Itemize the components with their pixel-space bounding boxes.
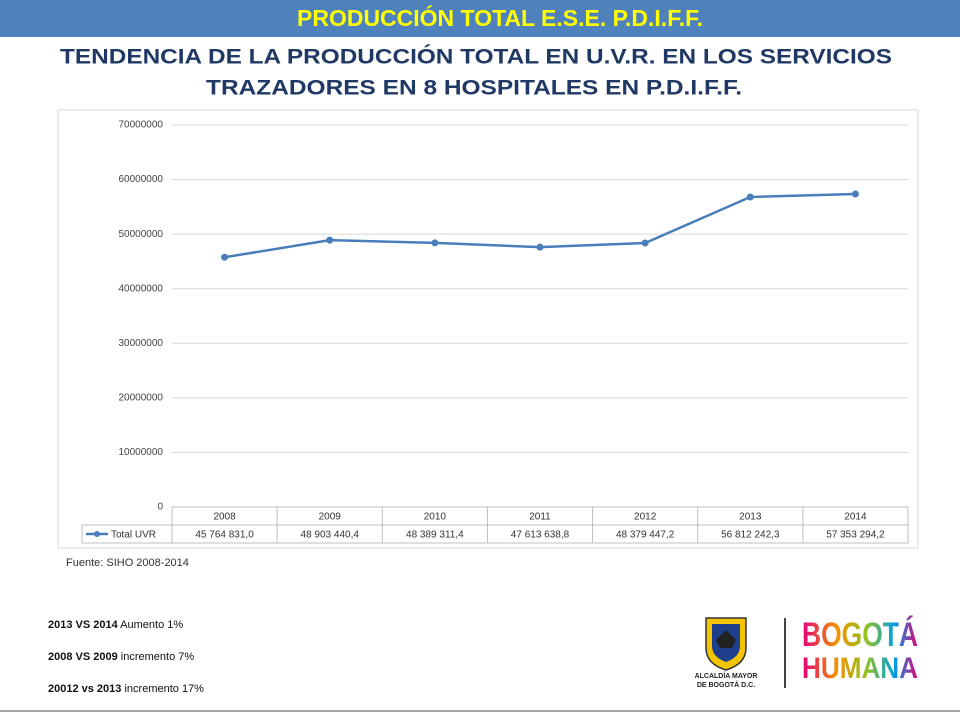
note-text: incremento 7% bbox=[118, 651, 195, 663]
point bbox=[221, 253, 229, 261]
y-tick-label: 10000000 bbox=[119, 447, 164, 458]
y-tick-label: 20000000 bbox=[119, 392, 164, 403]
point bbox=[536, 243, 544, 251]
note-bold: 2008 VS 2009 bbox=[48, 651, 118, 663]
data-label: 45 764 831,0 bbox=[195, 530, 254, 541]
data-label: 48 903 440,4 bbox=[301, 530, 360, 541]
chart: 0 10000000 20000000 30000000 40000000 5000000… bbox=[81, 120, 909, 544]
subtitle: TENDENCIA DE LA PRODUCCIÓN TOTAL EN U.V.… bbox=[60, 45, 892, 69]
data-label: 48 379 447,2 bbox=[616, 530, 675, 541]
brand: HUMANA bbox=[802, 652, 918, 685]
y-tick-label: 50000000 bbox=[119, 229, 164, 240]
header-title: PRODUCCIÓN TOTAL E.S.E. P.D.I.F.F. bbox=[297, 4, 703, 31]
alcaldia-text: DE BOGOTÁ D.C. bbox=[697, 680, 755, 689]
data-label: 56 812 242,3 bbox=[721, 530, 780, 541]
x-tick-label: 2014 bbox=[844, 512, 867, 523]
point bbox=[851, 190, 859, 198]
chart-frame bbox=[57, 109, 919, 549]
legend-swatch bbox=[94, 531, 100, 537]
point bbox=[641, 239, 649, 247]
data-table bbox=[81, 524, 909, 544]
alcaldia-logo: ALCALDÍA MAYOR DE BOGOTÁ D.C. bbox=[695, 617, 758, 689]
subtitle: TRAZADORES EN 8 HOSPITALES EN P.D.I.F.F. bbox=[206, 77, 742, 100]
x-tick-label: 2011 bbox=[529, 512, 551, 523]
x-tick-label: 2012 bbox=[634, 512, 657, 523]
y-tick-label: 30000000 bbox=[119, 338, 164, 349]
y-tick-label: 0 bbox=[157, 502, 163, 513]
x-tick-label: 2013 bbox=[739, 512, 762, 523]
y-tick-label: 40000000 bbox=[119, 283, 164, 294]
note: 20012 vs 2013 incremento 17% bbox=[48, 683, 204, 695]
header-bar bbox=[0, 0, 960, 37]
brand: BOGOTÁ bbox=[802, 616, 918, 654]
alcaldia-text: ALCALDÍA MAYOR bbox=[695, 671, 758, 680]
x-tick-label: 2009 bbox=[319, 512, 342, 523]
y-tick-label: 60000000 bbox=[119, 174, 164, 185]
note: 2008 VS 2009 incremento 7% bbox=[48, 651, 194, 663]
x-tick-label: 2008 bbox=[213, 512, 236, 523]
x-tick-label: 2010 bbox=[424, 512, 447, 523]
notes: 2013 VS 2014 Aumento 1% 2008 VS 2009 incr… bbox=[48, 619, 204, 695]
note-text: incremento 17% bbox=[121, 683, 204, 695]
source: Fuente: SIHO 2008-2014 bbox=[66, 557, 189, 569]
note: 2013 VS 2014 Aumento 1% bbox=[48, 619, 183, 631]
data-label: 57 353 294,2 bbox=[826, 530, 885, 541]
legend-label: Total UVR bbox=[111, 530, 156, 541]
point bbox=[431, 239, 439, 247]
note-bold: 2013 VS 2014 bbox=[48, 619, 119, 631]
note-text: Aumento 1% bbox=[118, 619, 184, 631]
note-bold: 20012 vs 2013 bbox=[48, 683, 121, 695]
data-label: 48 389 311,4 bbox=[406, 530, 464, 541]
y-tick-label: 70000000 bbox=[119, 120, 164, 131]
point bbox=[746, 193, 754, 201]
data-label: 47 613 638,8 bbox=[511, 530, 570, 541]
eagle bbox=[716, 630, 736, 648]
point bbox=[326, 236, 334, 244]
